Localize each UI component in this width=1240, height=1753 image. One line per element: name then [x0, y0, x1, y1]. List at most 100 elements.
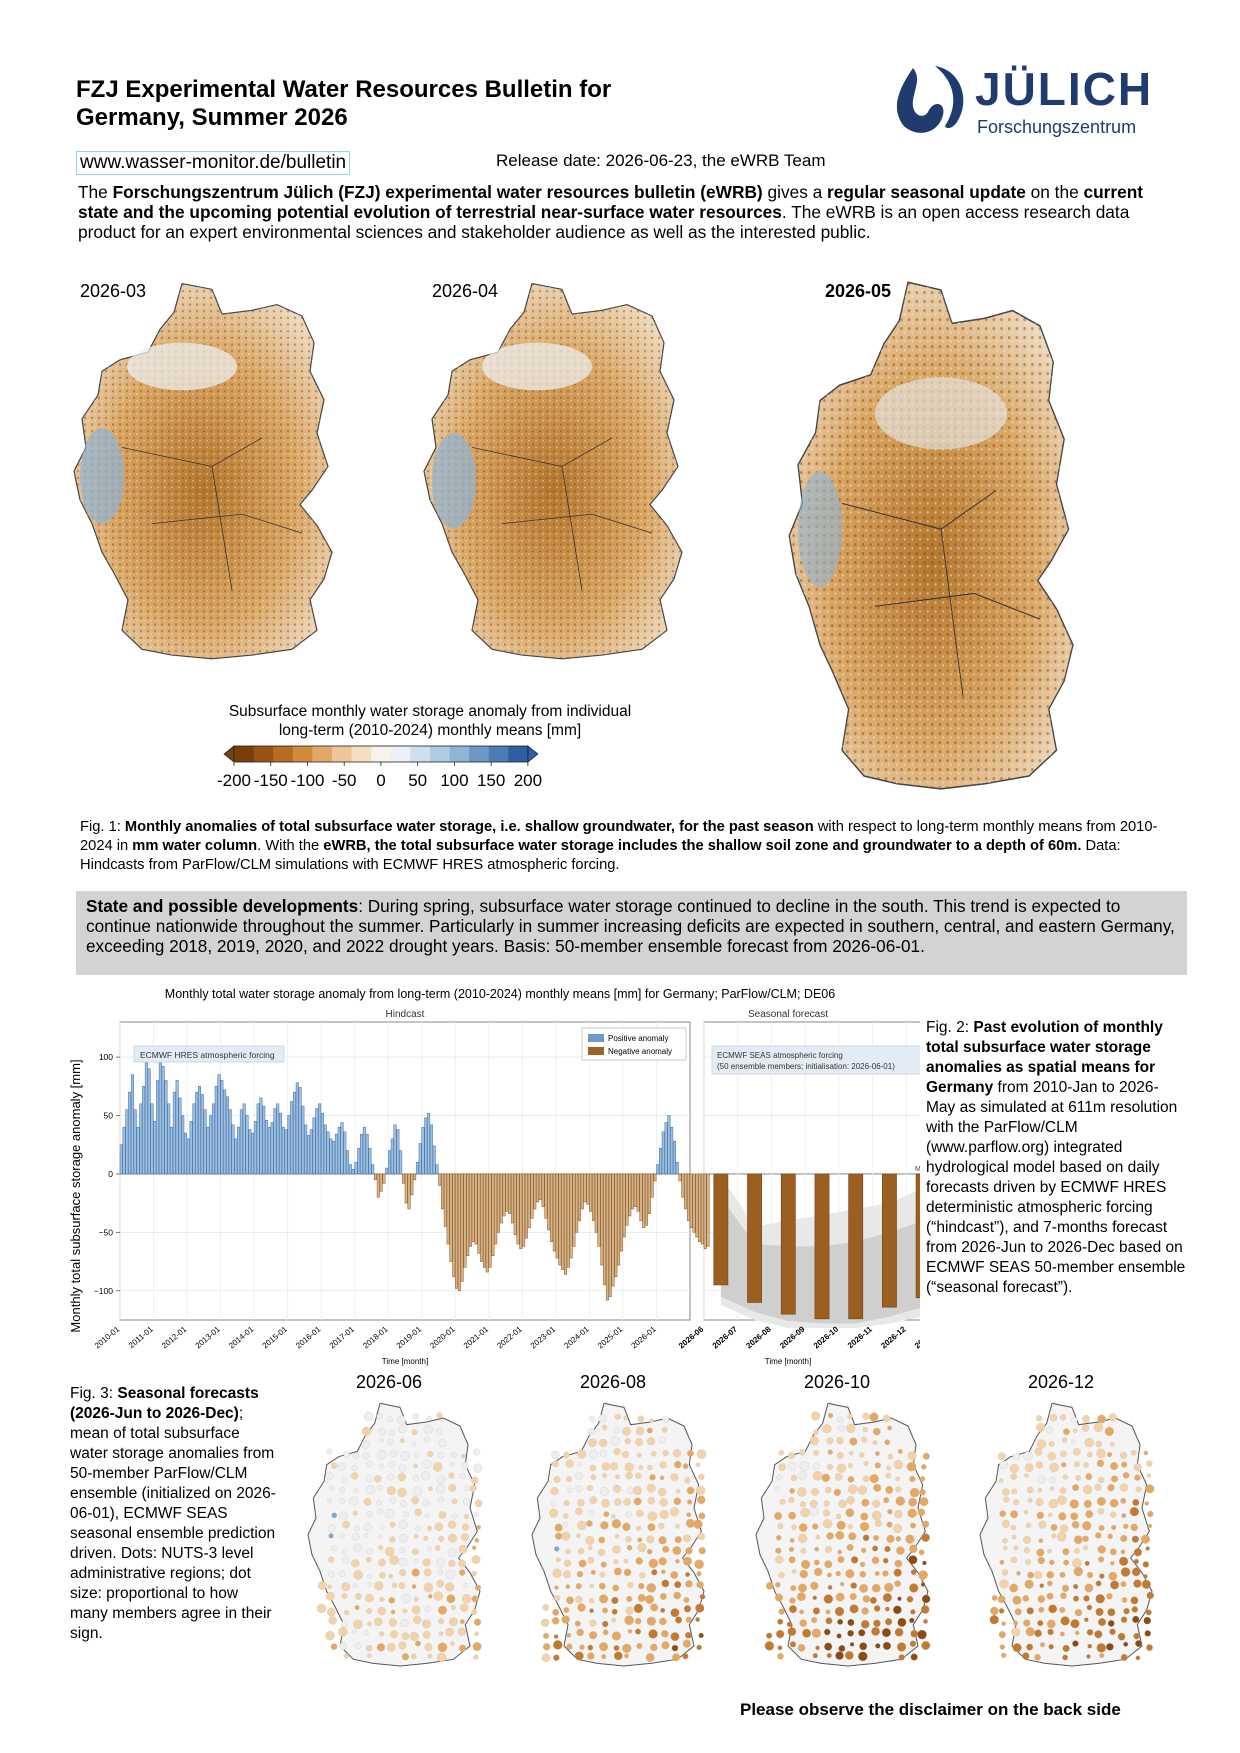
nuts3-dot: [438, 1618, 445, 1625]
nuts3-dot: [327, 1584, 332, 1590]
forecast-median-bar: [814, 1173, 830, 1320]
nuts3-dot: [685, 1632, 692, 1639]
hindcast-bar: [689, 1173, 693, 1228]
nuts3-dot: [400, 1618, 409, 1628]
nuts3-dot: [1140, 1534, 1150, 1544]
nuts3-dot: [838, 1425, 845, 1432]
nuts3-dot: [1022, 1652, 1030, 1660]
nuts3-dot: [1047, 1548, 1052, 1554]
nuts3-dot: [410, 1653, 417, 1660]
nuts3-dot: [921, 1594, 931, 1604]
nuts3-dot: [661, 1427, 668, 1433]
nuts3-dot: [436, 1428, 443, 1435]
nuts3-dot: [378, 1558, 386, 1567]
nuts3-dot: [436, 1652, 447, 1663]
nuts3-dot: [626, 1595, 633, 1603]
nuts3-dot: [1086, 1604, 1093, 1611]
hindcast-bar: [136, 1126, 140, 1175]
nuts3-dot: [331, 1462, 338, 1469]
nuts3-dot: [338, 1511, 348, 1521]
nuts3-dot: [825, 1545, 833, 1553]
nuts3-dot: [686, 1512, 692, 1518]
nuts3-dot: [871, 1510, 882, 1521]
nuts3-dot: [1023, 1619, 1031, 1627]
nuts3-dot: [379, 1463, 385, 1469]
hindcast-bar: [393, 1124, 397, 1175]
nuts3-dot: [566, 1596, 574, 1605]
bulletin-link[interactable]: www.wasser-monitor.de/bulletin: [76, 151, 351, 175]
nuts3-dot: [328, 1616, 337, 1625]
hindcast-bar: [298, 1087, 302, 1175]
nuts3-dot: [461, 1453, 466, 1459]
nuts3-dot: [1012, 1620, 1019, 1626]
nuts3-dot: [423, 1582, 434, 1593]
nuts3-dot: [1145, 1484, 1155, 1494]
nuts3-dot: [1070, 1512, 1079, 1521]
hindcast-bar: [647, 1173, 651, 1214]
nuts3-dot: [1056, 1532, 1067, 1542]
hindcast-bar: [566, 1173, 570, 1268]
nuts3-dot: [894, 1580, 901, 1587]
nuts3-dot: [615, 1474, 620, 1480]
hindcast-bar: [172, 1091, 176, 1175]
nuts3-dot: [906, 1461, 917, 1472]
hindcast-bar: [583, 1173, 587, 1203]
hindcast-bar: [158, 1062, 162, 1175]
nuts3-dot: [611, 1631, 621, 1641]
nuts3-dot: [574, 1651, 584, 1661]
nuts3-dot: [458, 1559, 466, 1568]
nuts3-dot: [662, 1416, 670, 1424]
nuts3-dot: [908, 1497, 918, 1507]
nuts3-dot: [872, 1440, 878, 1445]
nuts3-dot: [389, 1429, 395, 1436]
nuts3-dot: [1093, 1422, 1104, 1433]
nuts3-dot: [353, 1525, 360, 1532]
nuts3-dot: [646, 1427, 653, 1434]
nuts3-dot: [908, 1555, 918, 1565]
hindcast-bar: [686, 1173, 690, 1221]
nuts3-dot: [397, 1415, 406, 1425]
nuts3-dot: [790, 1585, 797, 1592]
nuts3-dot: [598, 1536, 606, 1544]
nuts3-dot: [387, 1486, 396, 1495]
nuts3-dot: [674, 1581, 682, 1589]
nuts3-dot: [422, 1619, 432, 1629]
nuts3-dot: [658, 1536, 667, 1545]
nuts3-dot: [603, 1511, 610, 1518]
nuts3-dot: [1059, 1524, 1069, 1533]
nuts3-dot: [1129, 1507, 1139, 1517]
nuts3-dot: [374, 1617, 383, 1627]
nuts3-dot: [813, 1559, 820, 1566]
nuts3-dot: [553, 1640, 563, 1650]
nuts3-dot: [798, 1523, 808, 1532]
colorbar-tick-label: 150: [477, 771, 505, 790]
nuts3-dot: [698, 1512, 706, 1520]
hindcast-bar: [209, 1115, 213, 1175]
nuts3-dot: [551, 1617, 560, 1625]
nuts3-dot: [1145, 1546, 1150, 1551]
nuts3-dot: [388, 1597, 396, 1604]
nuts3-dot: [414, 1453, 419, 1458]
nuts3-dot: [1106, 1593, 1113, 1600]
hindcast-bar: [170, 1126, 174, 1175]
nuts3-dot: [438, 1605, 447, 1615]
nuts3-dot: [449, 1617, 458, 1627]
nuts3-dot: [574, 1620, 581, 1627]
nuts3-dot: [610, 1436, 620, 1446]
nuts3-dot: [451, 1498, 458, 1505]
nuts3-dot: [379, 1631, 385, 1637]
colorbar-title-1: Subsurface monthly water storage anomaly…: [228, 703, 632, 720]
nuts3-dot: [997, 1595, 1006, 1604]
nuts3-dot: [1098, 1525, 1105, 1532]
nuts3-dot: [1147, 1523, 1153, 1529]
hindcast-bar: [312, 1117, 316, 1175]
hindcast-bar: [496, 1173, 500, 1233]
hindcast-bar: [597, 1173, 601, 1247]
nuts3-dot: [598, 1438, 608, 1448]
nuts3-dot: [389, 1521, 396, 1528]
hindcast-bar: [477, 1173, 481, 1254]
nuts3-dot: [624, 1653, 629, 1659]
nuts3-dot: [388, 1461, 396, 1468]
nuts3-dot: [675, 1524, 680, 1529]
hindcast-bar: [600, 1173, 604, 1266]
